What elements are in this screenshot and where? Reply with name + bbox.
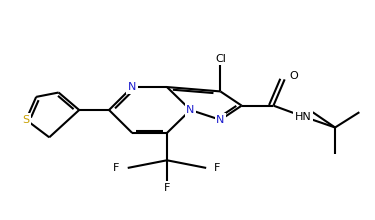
Text: F: F [214,163,220,173]
Text: N: N [216,115,225,125]
Text: N: N [186,105,195,115]
Text: F: F [113,163,120,173]
Text: N: N [128,82,136,92]
Text: O: O [290,71,298,81]
Text: F: F [164,183,170,192]
Text: Cl: Cl [215,54,226,64]
Text: HN: HN [295,112,312,122]
Text: S: S [22,115,30,125]
